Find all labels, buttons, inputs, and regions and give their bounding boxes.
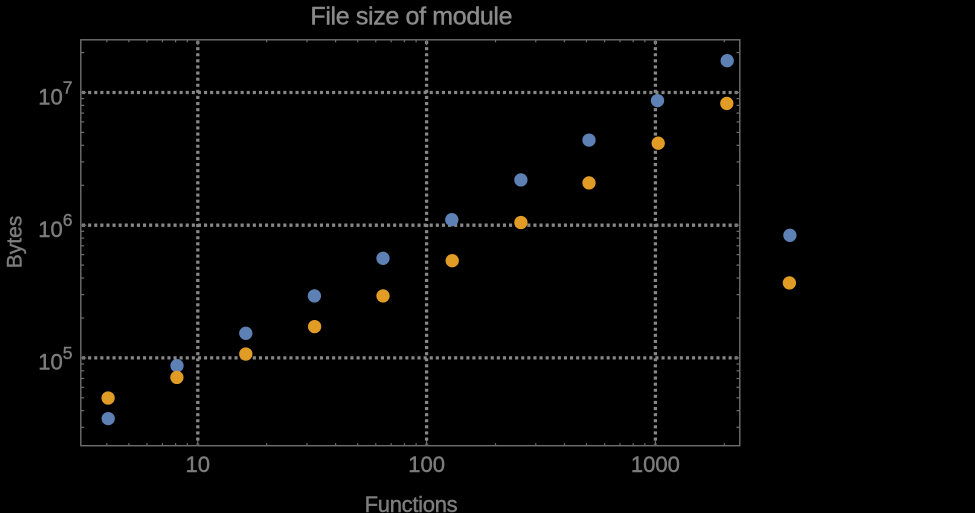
svg-text:1000: 1000 — [631, 452, 680, 477]
svg-text:10: 10 — [186, 452, 210, 477]
svg-text:100: 100 — [408, 452, 445, 477]
svg-text:Bytes: Bytes — [3, 216, 26, 269]
svg-text:File size of module: File size of module — [310, 3, 512, 31]
svg-text:Functions: Functions — [365, 492, 458, 513]
